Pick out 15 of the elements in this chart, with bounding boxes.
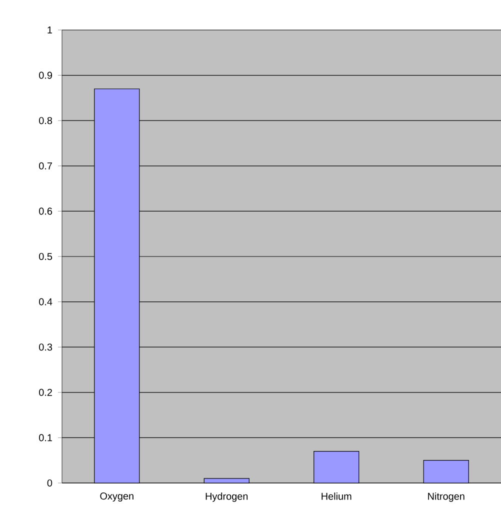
x-tick-label: Nitrogen: [428, 492, 464, 502]
y-tick-label: 0.5: [38, 252, 52, 260]
y-tick-label: 0.8: [38, 117, 52, 124]
y-tick-label: 0: [47, 479, 52, 487]
y-tick-label: 0.7: [38, 162, 52, 170]
y-tick-label: 0.6: [38, 208, 52, 215]
y-tick-label: 0.2: [38, 388, 52, 396]
x-tick-label: Hydrogen: [206, 492, 248, 502]
y-tick-label: 0.9: [38, 72, 52, 79]
y-tick-label: 0.3: [38, 344, 52, 351]
y-tick-label: 0.4: [38, 298, 52, 306]
x-tick-label: Helium: [322, 492, 352, 500]
x-tick-label: Oxygen: [100, 492, 134, 502]
y-tick-label: 1: [48, 26, 52, 34]
y-tick-label: 0.1: [38, 434, 52, 442]
